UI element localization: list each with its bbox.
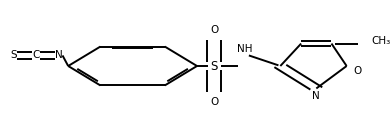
Text: N: N	[55, 50, 63, 60]
Text: O: O	[210, 25, 218, 35]
Text: CH₃: CH₃	[371, 36, 390, 46]
Text: C: C	[32, 50, 40, 60]
Text: S: S	[10, 50, 16, 60]
Text: O: O	[210, 97, 218, 107]
Text: NH: NH	[237, 44, 252, 54]
Text: N: N	[312, 91, 320, 101]
Text: S: S	[211, 60, 218, 72]
Text: O: O	[354, 66, 362, 76]
